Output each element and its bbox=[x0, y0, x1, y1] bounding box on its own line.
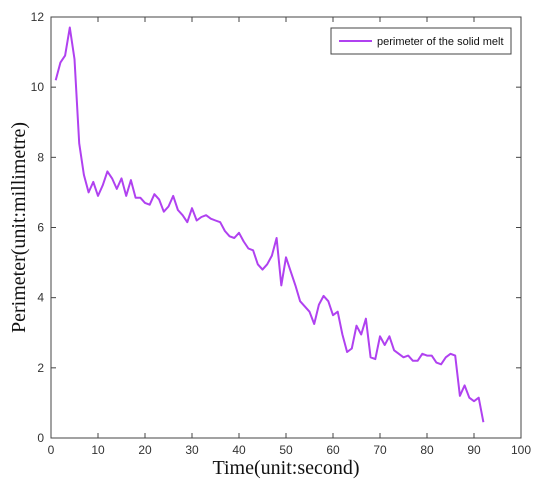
x-tick-label: 20 bbox=[138, 443, 152, 457]
x-tick-label: 60 bbox=[326, 443, 340, 457]
y-tick-label: 4 bbox=[37, 291, 44, 305]
y-tick-label: 10 bbox=[31, 80, 45, 94]
x-axis-ticks: 0 10 20 30 40 50 60 70 80 90 100 bbox=[48, 17, 531, 457]
x-tick-label: 40 bbox=[232, 443, 246, 457]
series-layer bbox=[54, 26, 485, 423]
legend: perimeter of the solid melt bbox=[330, 27, 512, 55]
y-tick-label: 6 bbox=[37, 221, 44, 235]
x-tick-label: 80 bbox=[420, 443, 434, 457]
x-tick-label: 90 bbox=[467, 443, 481, 457]
series-line bbox=[54, 26, 485, 423]
y-axis-title: Perimeter(unit:millimetre) bbox=[8, 122, 30, 333]
x-tick-label: 100 bbox=[511, 443, 531, 457]
x-axis-title: Time(unit:second) bbox=[212, 457, 359, 479]
legend-label: perimeter of the solid melt bbox=[377, 36, 504, 48]
y-tick-label: 2 bbox=[37, 361, 44, 375]
x-tick-label: 30 bbox=[185, 443, 199, 457]
x-tick-label: 50 bbox=[279, 443, 293, 457]
x-tick-label: 10 bbox=[91, 443, 105, 457]
y-axis-ticks: 0 2 4 6 8 10 12 bbox=[31, 10, 521, 445]
x-tick-label: 0 bbox=[48, 443, 55, 457]
x-tick-label: 70 bbox=[373, 443, 387, 457]
y-tick-label: 12 bbox=[31, 10, 45, 24]
y-tick-label: 8 bbox=[37, 150, 44, 164]
y-tick-label: 0 bbox=[37, 431, 44, 445]
